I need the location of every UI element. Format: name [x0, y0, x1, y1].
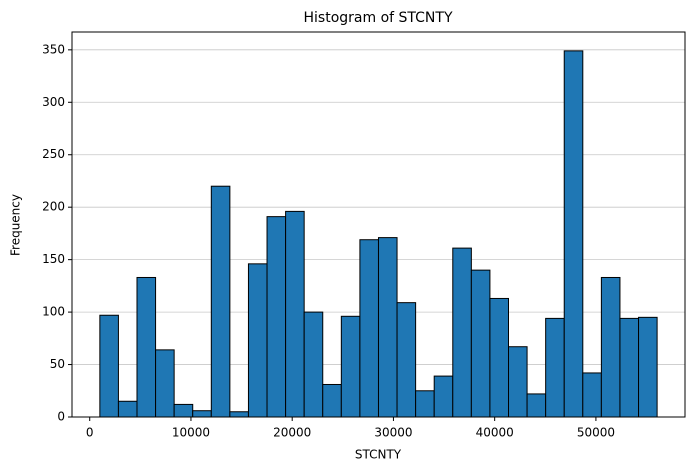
bar — [563, 50, 584, 418]
y-tick-label: 50 — [50, 357, 65, 371]
y-tick-label: 200 — [42, 200, 65, 214]
bar — [433, 375, 454, 418]
bar — [619, 317, 640, 418]
bar — [229, 411, 249, 418]
plot-frame — [71, 31, 686, 418]
bar — [155, 349, 175, 418]
x-axis-label: STCNTY — [355, 448, 402, 462]
bar — [582, 372, 602, 418]
bar — [173, 403, 194, 418]
y-tick-label: 100 — [42, 305, 65, 319]
bar — [99, 314, 119, 418]
y-tick-label: 150 — [42, 252, 65, 266]
bar — [377, 237, 398, 418]
bar — [600, 276, 621, 418]
bar — [192, 410, 212, 418]
bar — [266, 216, 287, 418]
bar — [340, 315, 361, 418]
y-axis-label: Frequency — [9, 194, 23, 256]
y-tick-label: 0 — [57, 410, 65, 424]
bar — [136, 276, 157, 418]
x-tick-label: 30000 — [374, 426, 412, 440]
x-tick-label: 50000 — [577, 426, 615, 440]
bar — [508, 346, 528, 418]
bar — [285, 210, 305, 418]
bar — [210, 185, 231, 418]
bar — [117, 400, 138, 418]
bar — [526, 393, 547, 418]
x-tick-label: 0 — [86, 426, 94, 440]
bar — [545, 317, 565, 418]
bar — [322, 383, 342, 418]
bar — [415, 390, 435, 418]
bar — [396, 302, 417, 418]
chart-title: Histogram of STCNTY — [304, 10, 453, 26]
bar — [452, 247, 472, 418]
bar — [470, 269, 491, 418]
bar — [638, 316, 658, 418]
x-tick-label: 10000 — [172, 426, 210, 440]
bar — [359, 239, 379, 418]
x-tick-label: 20000 — [273, 426, 311, 440]
y-tick-label: 300 — [42, 95, 65, 109]
bar — [489, 297, 510, 418]
x-tick-label: 40000 — [476, 426, 514, 440]
y-tick-label: 250 — [42, 147, 65, 161]
y-tick-label: 350 — [42, 42, 65, 56]
bar — [303, 311, 324, 418]
bar — [247, 263, 268, 418]
